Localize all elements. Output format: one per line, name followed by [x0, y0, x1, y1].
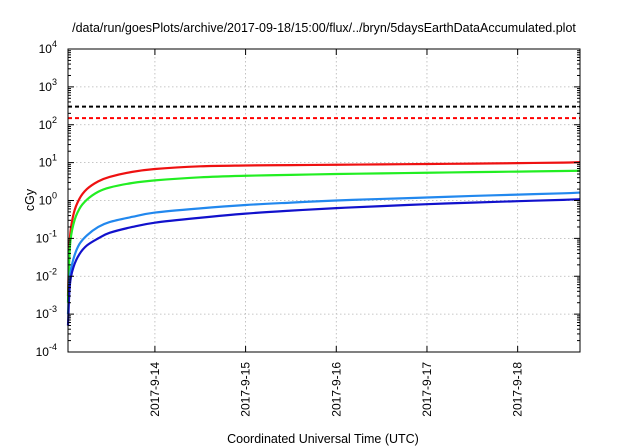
y-tick-label: 10-1 [36, 228, 57, 245]
series-line [66, 191, 581, 315]
x-axis-label: Coordinated Universal Time (UTC) [227, 432, 419, 446]
x-tick-label: 2017-9-18 [511, 362, 525, 417]
x-tick-label: 2017-9-14 [148, 362, 162, 417]
series-line [66, 169, 581, 303]
x-tick-label: 2017-9-15 [239, 362, 253, 417]
tick-marks [68, 48, 580, 353]
x-tick-label: 2017-9-17 [420, 362, 434, 417]
y-tick-label: 103 [39, 77, 57, 94]
x-tick-labels: 2017-9-14 2017-9-15 2017-9-16 2017-9-17 2017… [148, 362, 525, 417]
y-tick-label: 10-2 [36, 266, 57, 283]
y-axis-label: cGy [23, 188, 37, 211]
series-lines [66, 161, 581, 326]
y-tick-label: 101 [39, 153, 57, 170]
x-tick-label: 2017-9-16 [329, 362, 343, 417]
y-tick-label: 100 [39, 191, 57, 208]
chart-title: /data/run/goesPlots/archive/2017-09-18/1… [72, 21, 576, 35]
series-line [66, 198, 581, 326]
y-tick-label: 102 [39, 115, 57, 132]
y-tick-labels: 10-4 10-3 10-2 10-1 100 101 102 103 104 [36, 39, 57, 359]
y-tick-label: 104 [39, 39, 57, 56]
reference-lines [68, 105, 580, 120]
series-line [66, 161, 581, 297]
y-tick-label: 10-4 [36, 342, 57, 359]
y-tick-label: 10-3 [36, 304, 57, 321]
